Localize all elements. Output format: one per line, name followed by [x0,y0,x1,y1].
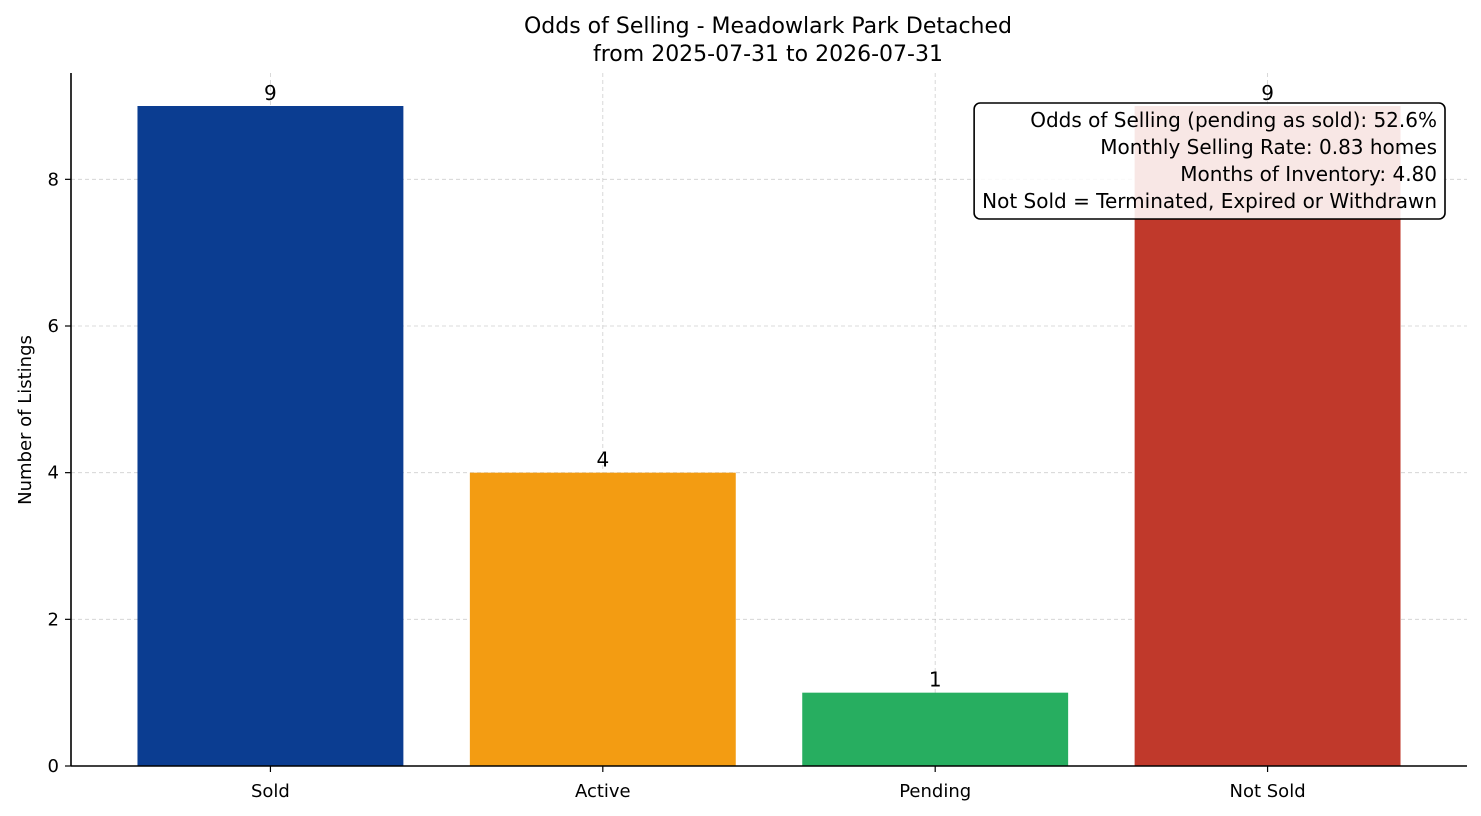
info-box-line: Odds of Selling (pending as sold): 52.6% [1030,108,1437,132]
bar-sold [137,106,404,766]
bar-value-label: 9 [264,81,277,105]
bar-pending [802,692,1069,766]
x-tick-label: Sold [251,781,290,802]
bars-layer [137,106,1401,766]
info-box: Odds of Selling (pending as sold): 52.6%… [973,102,1446,220]
y-tick-label: 4 [48,463,59,484]
axes-layer [65,73,1467,772]
x-tick-label: Not Sold [1230,781,1306,802]
x-tick-label: Active [575,781,631,802]
labels-layer: 0 2 4 6 8 Sold Active Pending Not Sold 9 4 1 9 [48,81,1306,802]
info-box-line: Months of Inventory: 4.80 [1180,162,1437,186]
bar-active [469,472,736,766]
bar-value-label: 4 [596,448,609,472]
chart-title: Odds of Selling - Meadowlark Park Detach… [524,14,1012,39]
y-axis-label: Number of Listings [15,335,36,505]
y-tick-label: 8 [48,169,59,190]
y-tick-label: 0 [48,756,59,777]
y-tick-label: 2 [48,609,59,630]
bar-value-label: 1 [929,668,942,692]
chart-subtitle: from 2025-07-31 to 2026-07-31 [593,42,943,67]
x-tick-label: Pending [899,781,971,802]
info-box-line: Monthly Selling Rate: 0.83 homes [1100,135,1437,159]
bar-value-label: 9 [1261,81,1274,105]
info-box-line: Not Sold = Terminated, Expired or Withdr… [982,189,1437,213]
info-box-frame [973,102,1446,220]
y-tick-label: 6 [48,316,59,337]
